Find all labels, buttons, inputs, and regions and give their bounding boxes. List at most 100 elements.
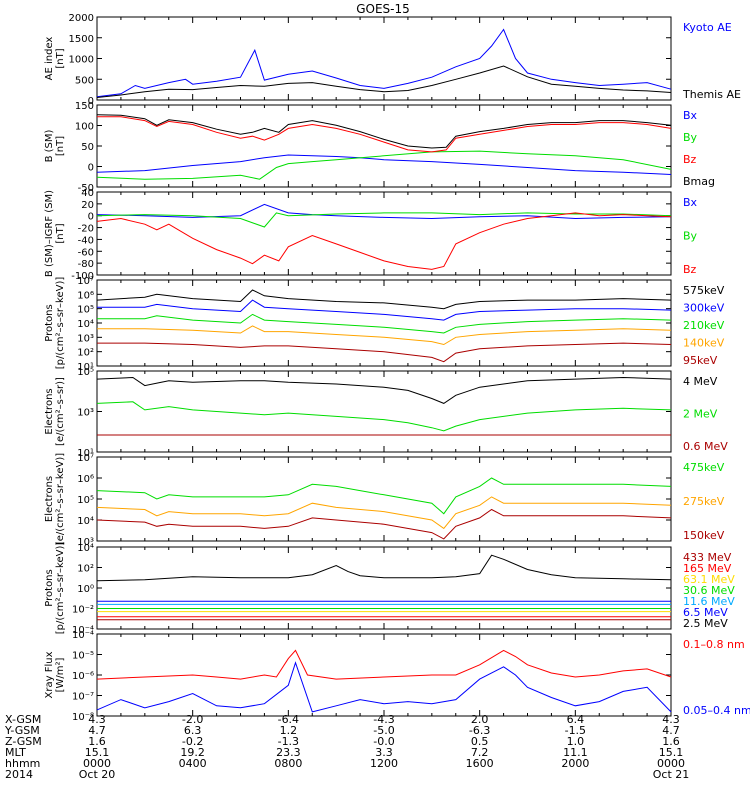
x-tick-label: 1600	[466, 757, 494, 770]
series-Bx	[96, 154, 672, 175]
y-tick-label: 10³	[77, 408, 94, 419]
footer-value: 1.0	[567, 735, 585, 748]
series-Kyoto AE	[96, 28, 672, 98]
footer-value: -6.3	[469, 724, 490, 737]
y-tick-label: 10⁻⁴	[72, 625, 94, 636]
series-Bz	[97, 116, 672, 153]
panel-frame	[96, 370, 672, 453]
y-tick-label: 500	[75, 75, 94, 86]
legend-Kyoto AE: Kyoto AE	[683, 21, 732, 34]
footer-value: 1.6	[662, 735, 680, 748]
y-tick-label: 10²	[77, 348, 94, 359]
series-Bz	[96, 212, 672, 270]
y-tick-label: 10³	[77, 537, 94, 548]
legend-Bx: Bx	[683, 196, 698, 209]
series-150keV	[96, 508, 672, 540]
legend-Bz: Bz	[683, 263, 697, 276]
legend-Bz: Bz	[683, 153, 697, 166]
x-tick-label: 0000	[657, 757, 685, 770]
series-Bx	[96, 203, 672, 220]
y-tick-label: -50	[78, 183, 94, 194]
y-tick-label: 10⁶	[77, 290, 94, 301]
footer-row-label: hhmm	[5, 757, 40, 770]
legend-210keV: 210keV	[683, 319, 725, 332]
footer-value: -2.0	[182, 713, 203, 726]
y-tick-label: 10⁴	[77, 516, 94, 527]
footer-value: 2.0	[471, 713, 489, 726]
panel-frame	[96, 191, 672, 276]
legend-0.1–0.8 nm: 0.1–0.8 nm	[683, 638, 745, 651]
series-300keV	[97, 299, 672, 321]
x-tick-label: 0400	[179, 757, 207, 770]
panel-frame	[96, 456, 672, 542]
y-axis-label: Xray Flux[W/m²]	[44, 651, 66, 698]
legend-300keV: 300keV	[683, 302, 725, 315]
date-label-end: Oct 21	[653, 768, 690, 781]
footer-value: 0.5	[471, 735, 489, 748]
legend-433 MeV: 433 MeV	[683, 551, 732, 564]
y-tick-label: 40	[81, 188, 94, 199]
footer-value: 4.3	[88, 713, 106, 726]
y-axis-label: B (SM)–IGRF (SM)[nT]	[44, 190, 66, 277]
series-By	[96, 212, 672, 228]
y-axis-label-line: [p/(cm²–s–sr–keV)]	[55, 277, 66, 370]
y-tick-label: 10⁴	[77, 543, 94, 554]
panel-b: -50 0 50 100 150 B (SM)[nT] Bx By Bz Bmag	[44, 101, 715, 194]
y-tick-label: 10⁷	[77, 453, 94, 464]
series-0.1–0.8 nm	[96, 649, 672, 680]
y-axis-label-line: AE index	[44, 37, 55, 81]
y-tick-label: 10¹	[77, 362, 94, 373]
y-tick-label: 0	[88, 212, 94, 223]
y-tick-label: 100	[75, 122, 94, 133]
legend-30.6 MeV: 30.6 MeV	[683, 584, 735, 597]
panel-electrons-low: 10³ 10⁴ 10⁵ 10⁶ 10⁷ Electrons[e/(cm²–s–sr–keV…	[44, 453, 725, 548]
legend-575keV: 575keV	[683, 284, 725, 297]
footer-value: 6.3	[184, 724, 202, 737]
y-axis-label-line: [e/(cm²–s–sr–keV)]	[55, 453, 66, 545]
y-axis-label-line: B (SM)	[44, 129, 55, 162]
footer-value: 7.2	[471, 746, 489, 759]
legend-By: By	[683, 131, 698, 144]
footer-row-label: X-GSM	[5, 713, 41, 726]
footer-value: 15.1	[659, 746, 684, 759]
legend-6.5 MeV: 6.5 MeV	[683, 606, 728, 619]
legend-475keV: 475keV	[683, 461, 725, 474]
chart-title: GOES-15	[356, 2, 410, 16]
x-tick-label: 0800	[274, 757, 302, 770]
footer-value: 6.4	[567, 713, 585, 726]
footer-value: -6.4	[278, 713, 299, 726]
y-axis-label-line: [W/m²]	[55, 657, 66, 692]
panel-frame	[96, 279, 672, 367]
y-tick-label: 10⁵	[77, 495, 94, 506]
series-475keV	[96, 477, 672, 515]
series-2.5 MeV	[96, 554, 672, 582]
y-axis-label-line: Electrons	[44, 388, 55, 434]
panel-protons-high: 10⁻⁴ 10⁻² 10⁰ 10² 10⁴ Protons[p/(cm²–s–sr–keV…	[44, 542, 735, 636]
y-axis-label-line: [nT]	[55, 223, 66, 243]
footer-row-label: Z-GSM	[5, 735, 42, 748]
y-axis-label: Electrons[e/(cm²–s–sr)]	[44, 377, 66, 446]
legend-Bmag: Bmag	[683, 175, 715, 188]
series-275keV	[96, 496, 672, 530]
series-Themis AE	[96, 65, 672, 98]
legend-0.6 MeV: 0.6 MeV	[683, 440, 728, 453]
footer-value: 15.1	[85, 746, 110, 759]
footer-row-label: MLT	[5, 746, 26, 759]
y-axis-label-line: [p/(cm²–s–sr–keV)]	[55, 542, 66, 635]
series-575keV	[96, 289, 672, 310]
y-tick-label: 0	[88, 96, 94, 107]
y-tick-label: 10³	[77, 333, 94, 344]
y-tick-label: 20	[81, 200, 94, 211]
footer-value: 3.3	[375, 746, 393, 759]
footer-value: 4.3	[662, 713, 680, 726]
footer-value: -1.3	[278, 735, 299, 748]
y-axis-label: B (SM)[nT]	[44, 129, 66, 162]
legend-4 MeV: 4 MeV	[683, 375, 718, 388]
y-tick-label: 10⁻⁶	[72, 671, 94, 682]
y-tick-label: 10⁷	[77, 276, 94, 287]
y-tick-label: 2000	[69, 13, 94, 24]
legend-Themis AE: Themis AE	[682, 88, 741, 101]
y-tick-label: 10²	[77, 564, 94, 575]
y-axis-label-line: [nT]	[55, 136, 66, 156]
